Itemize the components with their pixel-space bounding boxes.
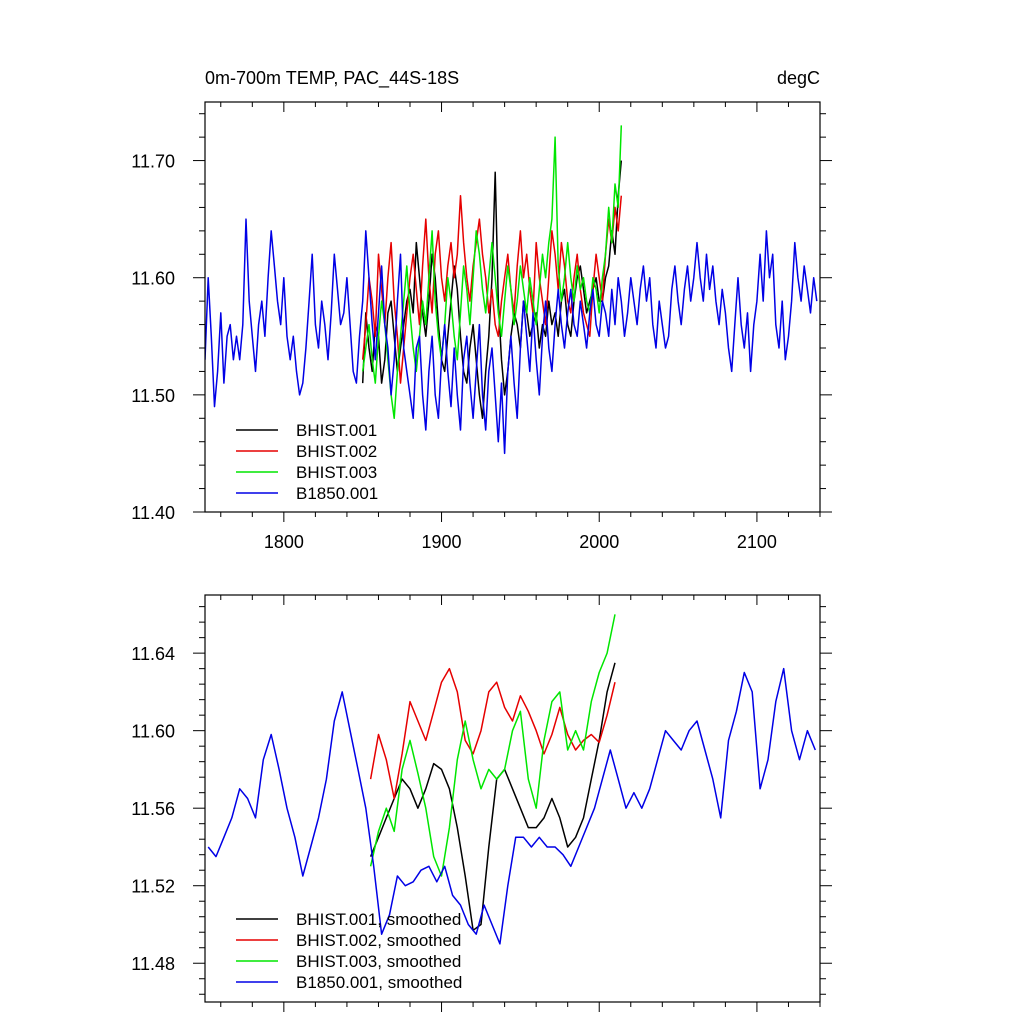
legend-label: BHIST.002, smoothed [296,931,461,950]
y-tick-label: 11.52 [131,877,175,897]
plot-frame [204,101,821,513]
series-line-2 [369,614,616,877]
bottom-plot-area: 11.48 11.52 11.56 11.60 11.64 BHIST.001, smoo… [131,594,832,1012]
y-tick-label: 11.48 [131,954,175,974]
series-line-0 [369,662,616,932]
legend-label: BHIST.003, smoothed [296,952,461,971]
x-tick-label: 2000 [579,532,619,552]
top-panel: 0m-700m TEMP, PAC_44S-18S degC 1800 1900 2… [131,68,832,552]
bottom-panel: 11.48 11.52 11.56 11.60 11.64 BHIST.001, smoo… [131,594,832,1012]
legend-label: BHIST.002 [296,442,377,461]
top-chart-title: 0m-700m TEMP, PAC_44S-18S [205,68,459,89]
y-tick-label: 11.60 [131,722,175,742]
x-tick-label: 1900 [422,532,462,552]
legend-label: B1850.001 [296,484,378,503]
y-tick-label: 11.56 [131,799,175,819]
y-tick-label: 11.60 [131,269,175,289]
series-line-3 [205,218,818,455]
series-line-1 [369,667,616,800]
plot-frame [204,594,821,1003]
y-tick-label: 11.64 [131,644,175,664]
series-line-3 [207,667,816,945]
y-tick-label: 11.70 [131,152,175,172]
y-tick-label: 11.50 [131,386,175,406]
series-line-1 [361,194,623,384]
legend-label: BHIST.001 [296,421,377,440]
series-line-2 [361,125,623,420]
top-plot-area: 1800 1900 2000 2100 11.40 11.50 11.60 11.70 BHIS… [131,101,832,552]
top-chart-units: degC [777,68,820,88]
legend-label: B1850.001, smoothed [296,973,462,992]
x-tick-label: 2100 [737,532,777,552]
legend-label: BHIST.001, smoothed [296,910,461,929]
y-tick-label: 11.40 [131,503,175,523]
x-tick-label: 1800 [264,532,304,552]
legend-label: BHIST.003 [296,463,377,482]
